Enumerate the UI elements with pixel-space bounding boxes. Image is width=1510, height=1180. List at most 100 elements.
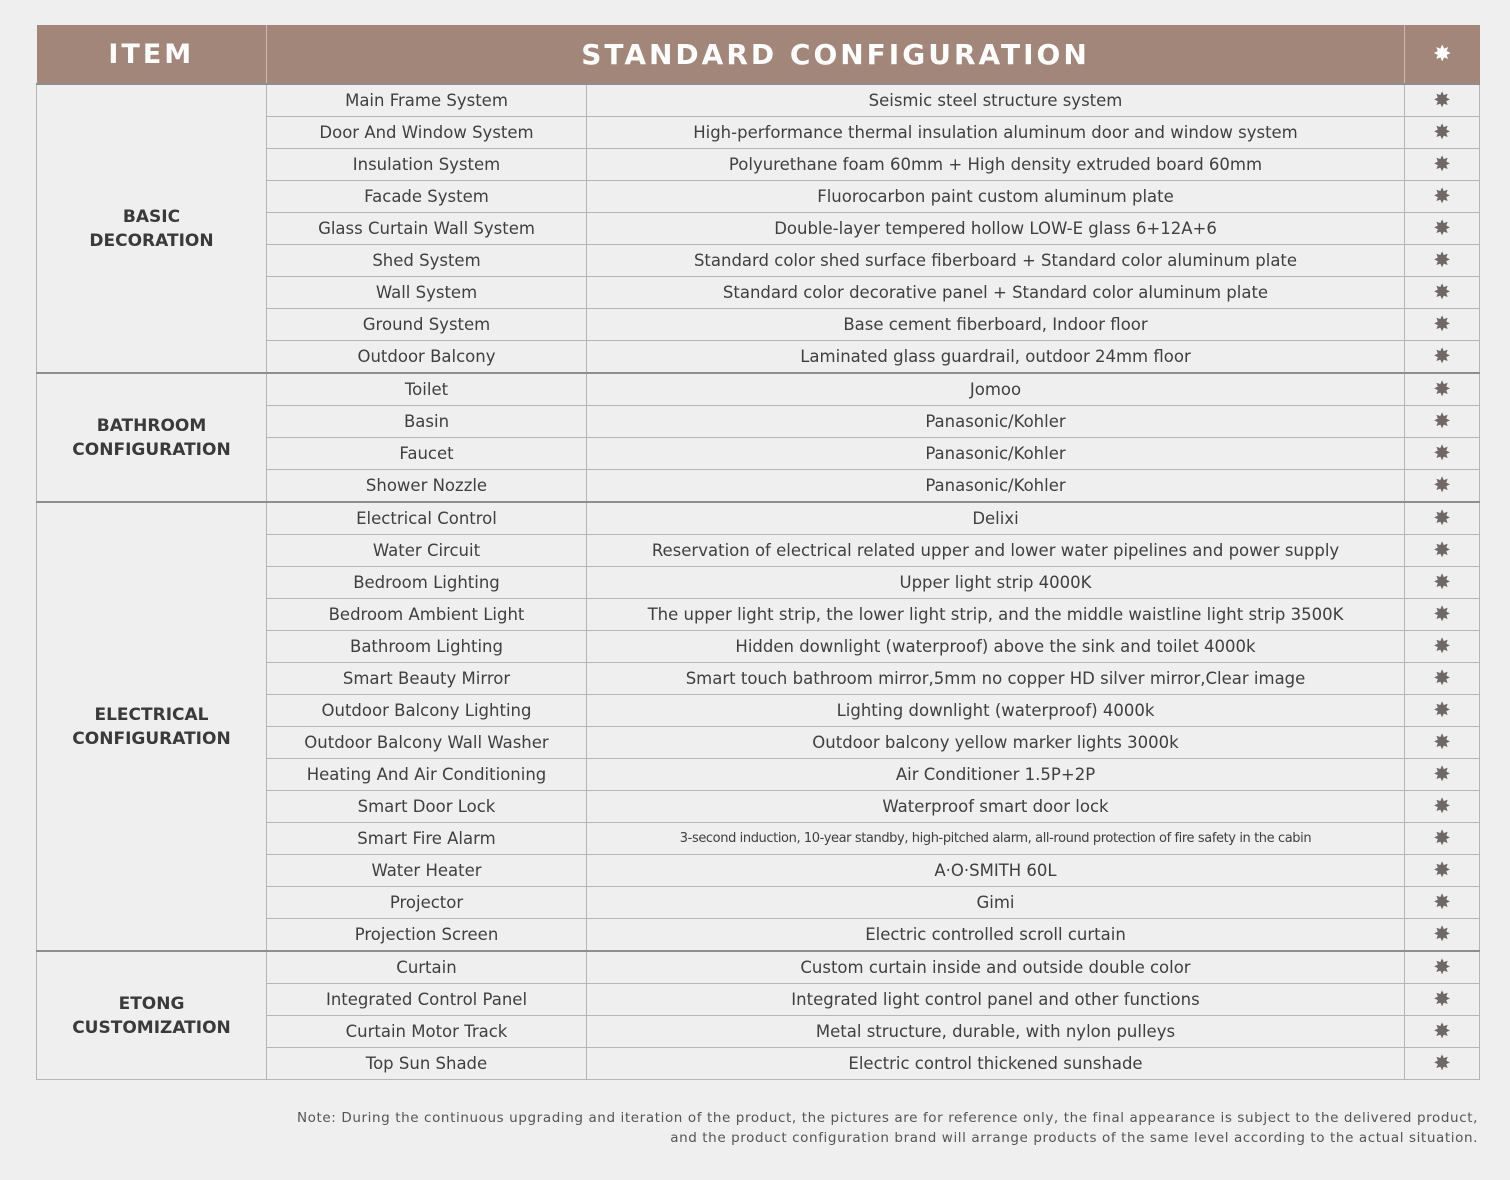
section-label: BASIC DECORATION xyxy=(36,83,267,374)
table-row: Insulation System Polyurethane foam 60mm … xyxy=(37,148,1480,181)
item-name: Facade System xyxy=(266,180,587,213)
item-name: Bedroom Lighting xyxy=(266,566,587,599)
table-row: Smart Beauty Mirror Smart touch bathroom … xyxy=(37,662,1480,695)
footnote: Note: During the continuous upgrading an… xyxy=(138,1108,1478,1148)
table-body: BASIC DECORATION Main Frame System Seismic … xyxy=(36,83,1480,1080)
item-configuration: Electric control thickened sunshade xyxy=(586,1047,1405,1080)
item-name: Electrical Control xyxy=(266,501,587,535)
item-name: Outdoor Balcony Wall Washer xyxy=(266,726,587,759)
star-icon: ✸ xyxy=(1404,212,1480,245)
item-name: Faucet xyxy=(266,437,587,470)
item-configuration: Upper light strip 4000K xyxy=(586,566,1405,599)
item-configuration: 3-second induction, 10-year standby, hig… xyxy=(586,822,1405,855)
item-configuration: High-performance thermal insulation alum… xyxy=(586,116,1405,149)
star-icon: ✸ xyxy=(1404,180,1480,213)
item-name: Toilet xyxy=(266,372,587,406)
item-name: Insulation System xyxy=(266,148,587,181)
item-name: Integrated Control Panel xyxy=(266,983,587,1016)
item-configuration: Panasonic/Kohler xyxy=(586,405,1405,438)
item-name: Smart Door Lock xyxy=(266,790,587,823)
star-icon: ✸ xyxy=(1404,630,1480,663)
item-configuration: Jomoo xyxy=(586,372,1405,406)
table-row: Top Sun Shade Electric control thickened … xyxy=(37,1047,1480,1080)
item-configuration: The upper light strip, the lower light s… xyxy=(586,598,1405,631)
star-icon: ✸ xyxy=(1404,437,1480,470)
section-label: BATHROOM CONFIGURATION xyxy=(36,372,267,503)
section-label-line: CUSTOMIZATION xyxy=(72,1017,231,1038)
star-icon: ✸ xyxy=(1404,983,1480,1016)
item-configuration: Integrated light control panel and other… xyxy=(586,983,1405,1016)
table-row: Curtain Motor Track Metal structure, dura… xyxy=(37,1015,1480,1048)
table-row: BATHROOM CONFIGURATION Toilet Jomoo ✸ xyxy=(36,372,1480,503)
star-icon: ✸ xyxy=(1404,758,1480,791)
star-icon: ✸ xyxy=(1404,886,1480,919)
item-configuration: Panasonic/Kohler xyxy=(586,469,1405,503)
header-item: ITEM xyxy=(36,25,267,84)
item-name: Water Circuit xyxy=(266,534,587,567)
star-icon: ✸ xyxy=(1404,372,1480,406)
star-icon: ✸ xyxy=(1404,405,1480,438)
table-row: Heating And Air Conditioning Air Conditio… xyxy=(37,758,1480,791)
footnote-line-1: Note: During the continuous upgrading an… xyxy=(296,1110,1478,1126)
section-label-line: ETONG xyxy=(118,993,185,1014)
star-icon: ✸ xyxy=(1404,662,1480,695)
item-name: Ground System xyxy=(266,308,587,341)
table-row: Outdoor Balcony Laminated glass guardrail… xyxy=(37,340,1480,374)
item-configuration: A·O·SMITH 60L xyxy=(586,854,1405,887)
item-name: Smart Beauty Mirror xyxy=(266,662,587,695)
item-name: Projection Screen xyxy=(266,918,587,952)
item-configuration: Outdoor balcony yellow marker lights 300… xyxy=(586,726,1405,759)
table-row: Outdoor Balcony Lighting Lighting downlig… xyxy=(37,694,1480,727)
table-row: Ground System Base cement fiberboard, Ind… xyxy=(37,308,1480,341)
table-row: Projection Screen Electric controlled scr… xyxy=(37,918,1480,952)
item-configuration: Air Conditioner 1.5P+2P xyxy=(586,758,1405,791)
table-row: Shed System Standard color shed surface f… xyxy=(37,244,1480,277)
table-row: BASIC DECORATION Main Frame System Seismic … xyxy=(36,83,1480,374)
item-name: Wall System xyxy=(266,276,587,309)
item-name: Shower Nozzle xyxy=(266,469,587,503)
section-label-line: CONFIGURATION xyxy=(72,439,231,460)
section-label-line: DECORATION xyxy=(89,230,214,251)
star-icon: ✸ xyxy=(1404,726,1480,759)
item-configuration: Delixi xyxy=(586,501,1405,535)
header-standard-configuration: STANDARD CONFIGURATION xyxy=(266,25,1405,84)
star-icon: ✸ xyxy=(1404,950,1480,984)
star-icon: ✸ xyxy=(1404,534,1480,567)
star-icon: ✸ xyxy=(1404,308,1480,341)
section-label-line: BATHROOM xyxy=(96,415,207,436)
table-row: Faucet Panasonic/Kohler ✸ xyxy=(37,437,1480,470)
table-row: Facade System Fluorocarbon paint custom a… xyxy=(37,180,1480,213)
item-configuration: Electric controlled scroll curtain xyxy=(586,918,1405,952)
section-label-line: ELECTRICAL xyxy=(94,704,209,725)
star-icon: ✸ xyxy=(1404,501,1480,535)
item-name: Bedroom Ambient Light xyxy=(266,598,587,631)
table-header: ITEM STANDARD CONFIGURATION ✸ xyxy=(36,25,1480,84)
item-configuration: Panasonic/Kohler xyxy=(586,437,1405,470)
item-configuration: Laminated glass guardrail, outdoor 24mm … xyxy=(586,340,1405,374)
section-label: ELECTRICAL CONFIGURATION xyxy=(36,501,267,952)
section-label: ETONG CUSTOMIZATION xyxy=(36,950,267,1080)
star-icon: ✸ xyxy=(1404,469,1480,503)
item-configuration: Lighting downlight (waterproof) 4000k xyxy=(586,694,1405,727)
item-name: Outdoor Balcony xyxy=(266,340,587,374)
item-name: Top Sun Shade xyxy=(266,1047,587,1080)
item-name: Main Frame System xyxy=(266,83,587,117)
item-name: Projector xyxy=(266,886,587,919)
section-label-line: BASIC xyxy=(122,206,181,227)
table-row: Water Heater A·O·SMITH 60L ✸ xyxy=(37,854,1480,887)
star-icon: ✸ xyxy=(1404,566,1480,599)
star-icon: ✸ xyxy=(1404,822,1480,855)
table-row: ELECTRICAL CONFIGURATION Electrical Contro… xyxy=(36,501,1480,952)
configuration-table: ITEM STANDARD CONFIGURATION ✸ BASIC DECOR… xyxy=(36,25,1480,1080)
table-row: Door And Window System High-performance t… xyxy=(37,116,1480,149)
star-icon: ✸ xyxy=(1404,340,1480,374)
item-configuration: Standard color shed surface fiberboard +… xyxy=(586,244,1405,277)
item-name: Glass Curtain Wall System xyxy=(266,212,587,245)
item-configuration: Custom curtain inside and outside double… xyxy=(586,950,1405,984)
item-name: Bathroom Lighting xyxy=(266,630,587,663)
item-configuration: Fluorocarbon paint custom aluminum plate xyxy=(586,180,1405,213)
item-configuration: Metal structure, durable, with nylon pul… xyxy=(586,1015,1405,1048)
item-name: Door And Window System xyxy=(266,116,587,149)
table-row: Basin Panasonic/Kohler ✸ xyxy=(37,405,1480,438)
